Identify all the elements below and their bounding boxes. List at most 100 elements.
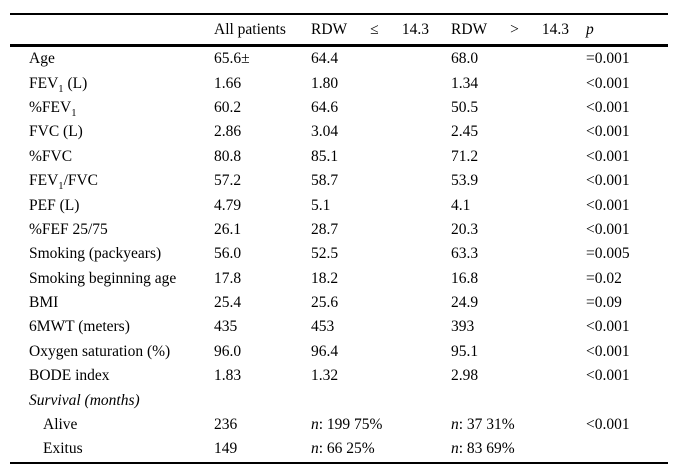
cell-all-patients: 80.8 xyxy=(214,147,242,165)
cell-rdw-le: 64.4 xyxy=(311,50,339,68)
row-label: Smoking beginning age xyxy=(29,269,177,287)
header-p-value: p xyxy=(585,14,668,47)
cell-all-patients: 65.6± xyxy=(214,50,250,68)
patient-metrics-table: All patients RDW ≤ 14.3 RDW > 14.3 p xyxy=(10,13,668,464)
cell-rdw-le: 96.4 xyxy=(311,342,339,360)
cell-rdw-le: 5.1 xyxy=(311,196,331,214)
row-label: Survival (months) xyxy=(29,391,140,409)
cell-all-patients: 60.2 xyxy=(214,98,242,116)
cell-all-patients: 4.79 xyxy=(214,196,242,214)
table-row: FEV1/FVC 57.2 58.7 53.9 <0.001 xyxy=(10,169,668,193)
table-row: Alive 236 n: 199 75% n: 37 31% <0.001 xyxy=(10,413,668,437)
header-row: All patients RDW ≤ 14.3 RDW > 14.3 p xyxy=(10,14,668,47)
table-row: Smoking (packyears) 56.0 52.5 63.3 =0.005 xyxy=(10,242,668,266)
cell-p: =0.001 xyxy=(586,50,630,68)
cell-rdw-le: 58.7 xyxy=(311,172,339,190)
table-row: BODE index 1.83 1.32 2.98 <0.001 xyxy=(10,364,668,388)
cell-p: <0.001 xyxy=(586,74,630,92)
cell-rdw-le: 453 xyxy=(311,318,335,336)
row-label: Alive xyxy=(43,416,78,434)
cell-p: <0.001 xyxy=(586,220,630,238)
row-label: Smoking (packyears) xyxy=(29,245,162,263)
table-row: Age 65.6± 64.4 68.0 =0.001 xyxy=(10,46,668,72)
cell-p xyxy=(585,388,668,412)
cell-p: <0.001 xyxy=(586,342,630,360)
cell-rdw-gt: 16.8 xyxy=(451,269,479,287)
header-all-patients: All patients xyxy=(213,14,310,47)
header-rdw-gt-word: RDW xyxy=(451,20,488,38)
cell-rdw-le: 1.32 xyxy=(311,367,339,385)
cell-all-patients: 149 xyxy=(214,440,238,458)
table-row: %FVC 80.8 85.1 71.2 <0.001 xyxy=(10,145,668,169)
cell-rdw-le: 64.6 xyxy=(311,98,339,116)
table-row: BMI 25.4 25.6 24.9 =0.09 xyxy=(10,291,668,315)
cell-rdw-le: n: 66 25% xyxy=(311,440,375,458)
cell-p: <0.001 xyxy=(586,416,630,434)
cell-all-patients xyxy=(213,388,310,412)
cell-rdw-gt: 2.45 xyxy=(451,123,479,141)
cell-rdw-gt: 53.9 xyxy=(451,172,479,190)
row-label: BODE index xyxy=(29,367,110,385)
cell-rdw-gt: 393 xyxy=(451,318,475,336)
cell-p: =0.09 xyxy=(586,294,622,312)
cell-all-patients: 56.0 xyxy=(214,245,242,263)
cell-rdw-gt: 50.5 xyxy=(451,98,479,116)
less-equal-symbol: ≤ xyxy=(370,20,379,38)
cell-rdw-le xyxy=(310,388,450,412)
row-label: Oxygen saturation (%) xyxy=(29,342,171,360)
cell-p: <0.001 xyxy=(586,172,630,190)
cell-rdw-le: 25.6 xyxy=(311,294,339,312)
row-label: %FEV1 xyxy=(29,98,77,120)
row-label: FVC (L) xyxy=(29,123,83,141)
cell-rdw-gt: 68.0 xyxy=(451,50,479,68)
cell-rdw-le: 28.7 xyxy=(311,220,339,238)
header-rdw-gt-threshold: 14.3 xyxy=(541,20,569,38)
row-label: %FEF 25/75 xyxy=(29,220,108,238)
table-body: Age 65.6± 64.4 68.0 =0.001 FEV1 (L) 1.66 1.80 1.… xyxy=(10,46,668,463)
row-label: FEV1 (L) xyxy=(29,74,88,95)
header-rdw-le: RDW ≤ 14.3 xyxy=(310,14,450,47)
cell-p: <0.001 xyxy=(586,367,630,385)
cell-p: <0.001 xyxy=(586,196,630,214)
cell-rdw-gt: 24.9 xyxy=(451,294,479,312)
paper-table-container: All patients RDW ≤ 14.3 RDW > 14.3 p xyxy=(10,13,668,464)
header-rdw-le-word: RDW xyxy=(311,20,348,38)
cell-rdw-le: n: 199 75% xyxy=(311,416,383,434)
table-header: All patients RDW ≤ 14.3 RDW > 14.3 p xyxy=(10,14,668,47)
cell-p: <0.001 xyxy=(586,318,630,336)
cell-all-patients: 435 xyxy=(214,318,238,336)
cell-rdw-gt: 20.3 xyxy=(451,220,479,238)
cell-p: =0.005 xyxy=(586,245,630,263)
cell-rdw-gt: n: 83 69% xyxy=(451,440,515,458)
cell-p: <0.001 xyxy=(586,123,630,141)
table-row: PEF (L) 4.79 5.1 4.1 <0.001 xyxy=(10,193,668,217)
cell-p xyxy=(585,437,668,462)
cell-all-patients: 1.83 xyxy=(214,367,242,385)
table-row: Survival (months) xyxy=(10,388,668,412)
row-label: %FVC xyxy=(29,147,73,165)
cell-all-patients: 17.8 xyxy=(214,269,242,287)
cell-all-patients: 236 xyxy=(214,416,238,434)
cell-rdw-gt: 2.98 xyxy=(451,367,479,385)
cell-all-patients: 2.86 xyxy=(214,123,242,141)
cell-rdw-gt: 63.3 xyxy=(451,245,479,263)
row-label: Age xyxy=(29,50,55,68)
cell-p: <0.001 xyxy=(586,98,630,116)
cell-rdw-le: 18.2 xyxy=(311,269,339,287)
header-empty xyxy=(10,14,213,47)
table-row: Exitus 149 n: 66 25% n: 83 69% xyxy=(10,437,668,462)
header-rdw-gt: RDW > 14.3 xyxy=(450,14,585,47)
row-label: BMI xyxy=(29,294,59,312)
cell-all-patients: 96.0 xyxy=(214,342,242,360)
cell-rdw-gt: 1.34 xyxy=(451,74,479,92)
table-row: FEV1 (L) 1.66 1.80 1.34 <0.001 xyxy=(10,71,668,95)
cell-rdw-le: 85.1 xyxy=(311,147,339,165)
cell-rdw-gt: 4.1 xyxy=(451,196,471,214)
cell-rdw-le: 3.04 xyxy=(311,123,339,141)
row-label: 6MWT (meters) xyxy=(29,318,130,336)
cell-rdw-le: 52.5 xyxy=(311,245,339,263)
table-row: Oxygen saturation (%) 96.0 96.4 95.1 <0.001 xyxy=(10,340,668,364)
cell-p: =0.02 xyxy=(586,269,622,287)
cell-all-patients: 26.1 xyxy=(214,220,242,238)
row-label: PEF (L) xyxy=(29,196,80,214)
